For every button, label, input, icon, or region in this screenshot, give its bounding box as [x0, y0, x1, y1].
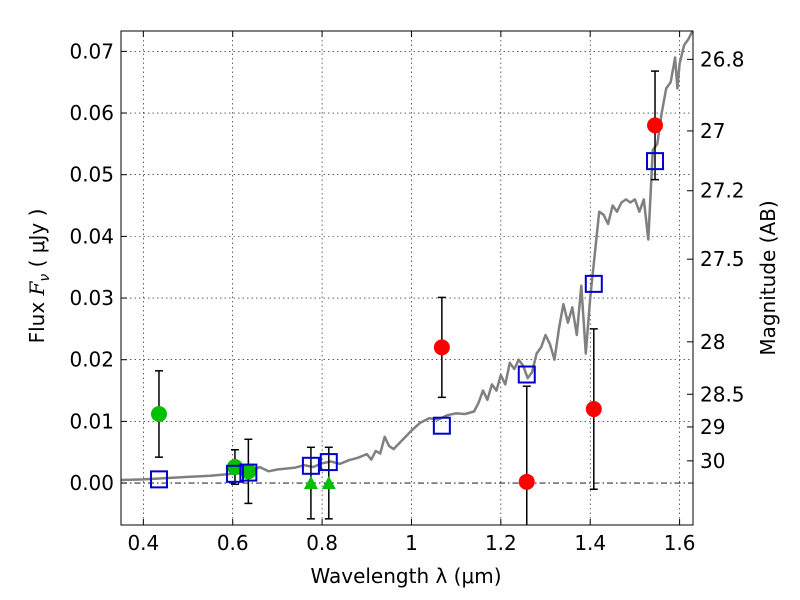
upper-limit-marker — [321, 476, 336, 490]
observed-flux-point — [585, 401, 602, 418]
x-tick-label: 0.6 — [217, 531, 249, 555]
x-axis-label: Wavelength λ (μm) — [310, 564, 501, 588]
plot-frame — [120, 30, 694, 526]
x-axis-ticks: 0.4 0.6 0.8 1 1.2 1.4 1.6 — [127, 31, 696, 555]
y-tick-label: 0.06 — [69, 101, 114, 125]
x-tick-label: 0.4 — [127, 531, 159, 555]
model-photometry-marker — [517, 365, 536, 384]
model-photometry-marker — [239, 463, 258, 482]
magnitude-tick-label: 29 — [700, 415, 725, 439]
observed-flux-point — [433, 339, 450, 356]
observed-flux-point — [240, 463, 257, 480]
magnitude-axis-ticks: 26.8 27 27.2 27.5 28 28.5 29 30 — [687, 47, 745, 473]
y-tick-label: 0.01 — [69, 409, 114, 433]
x-tick-label: 1.6 — [664, 531, 696, 555]
y-tick-label: 0.00 — [69, 471, 114, 495]
y-axis-label-suffix: ( μJy ) — [25, 209, 49, 274]
x-tick-label: 1 — [405, 531, 418, 555]
magnitude-tick-label: 26.8 — [700, 47, 745, 71]
magnitude-tick-label: 27 — [700, 119, 725, 143]
y-tick-label: 0.07 — [69, 39, 114, 63]
model-photometry-marker — [646, 152, 665, 171]
model-photometry-marker — [225, 464, 244, 483]
y-axis-label-symbol: F — [25, 280, 49, 296]
model-photometry-marker — [319, 453, 338, 472]
model-photometry-marker — [584, 274, 603, 293]
magnitude-tick-label: 30 — [700, 449, 725, 473]
marker-layer — [149, 117, 665, 490]
y-axis-label-prefix: Flux — [25, 295, 49, 343]
model-photometry-marker — [432, 416, 451, 435]
observed-flux-point — [226, 459, 243, 476]
x-tick-label: 1.2 — [485, 531, 517, 555]
magnitude-tick-label: 27.2 — [700, 179, 745, 203]
magnitude-tick-label: 28 — [700, 330, 725, 354]
y-axis-label: Flux Fν ( μJy ) — [25, 209, 53, 344]
observed-flux-point — [518, 473, 535, 490]
observed-flux-point — [647, 117, 664, 134]
y-axis-ticks: 0.00 0.01 0.02 0.03 0.04 0.05 0.06 0.07 — [69, 39, 127, 495]
model-photometry-marker — [301, 456, 320, 475]
y-axis-label-subscript: ν — [37, 274, 53, 282]
y-tick-label: 0.02 — [69, 348, 114, 372]
upper-limit-marker — [303, 476, 318, 490]
y-tick-label: 0.04 — [69, 224, 114, 248]
y-tick-label: 0.03 — [69, 286, 114, 310]
model-photometry-marker — [149, 470, 168, 489]
plot-area — [121, 31, 693, 525]
magnitude-axis-label: Magnitude (AB) — [756, 200, 780, 355]
observed-flux-point — [150, 405, 167, 422]
magnitude-tick-label: 28.5 — [700, 382, 745, 406]
x-tick-label: 1.4 — [574, 531, 606, 555]
magnitude-tick-label: 27.5 — [700, 247, 745, 271]
x-tick-label: 0.8 — [306, 531, 338, 555]
y-tick-label: 0.05 — [69, 163, 114, 187]
